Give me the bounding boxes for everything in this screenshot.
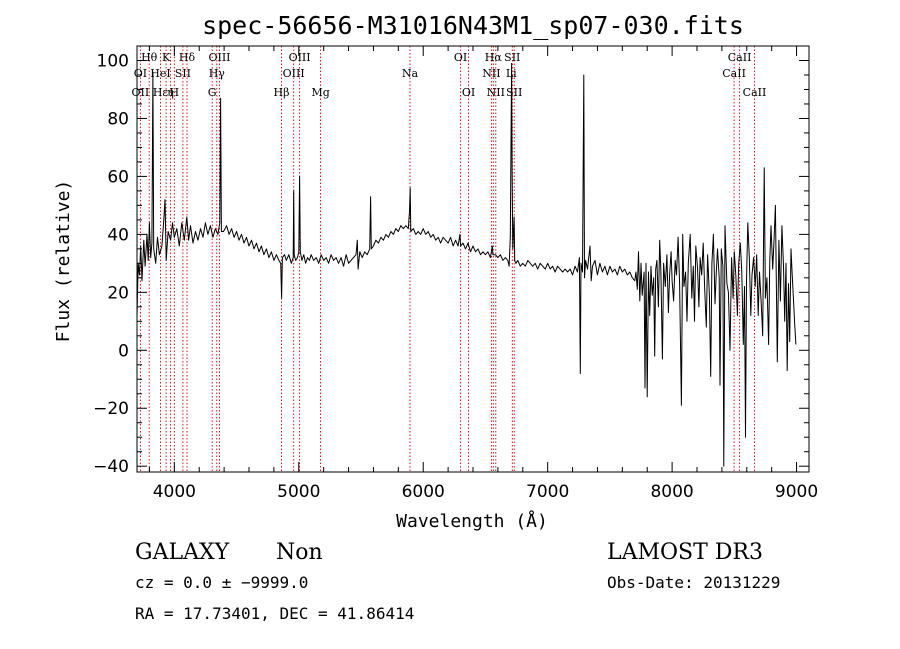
line-label-23: SII: [504, 51, 520, 64]
x-axis: 4000 5000 6000 7000 8000 9000: [148, 46, 818, 502]
line-label-28: CaII: [743, 86, 767, 99]
object-subclass: Non: [276, 540, 323, 565]
redshift-readout: cz = 0.0 ± −9999.0: [135, 573, 308, 592]
y-tick-label-3: 20: [107, 283, 129, 303]
obs-date: Obs-Date: 20131229: [607, 573, 780, 592]
y-tick-label-0: −40: [93, 457, 129, 477]
line-label-0: OII: [132, 86, 150, 99]
y-axis: −40 −20 0 20 40 60 80 100: [93, 51, 809, 477]
line-label-18: OI: [454, 51, 467, 64]
y-tick-label-5: 60: [107, 167, 129, 187]
line-label-12: OIII: [208, 51, 230, 64]
y-tick-label-7: 100: [97, 51, 129, 71]
x-axis-label: Wavelength (Å): [396, 510, 548, 532]
x-tick-label-2: 6000: [402, 482, 445, 502]
line-label-19: OI: [462, 86, 475, 99]
line-label-25: SII: [506, 86, 522, 99]
line-label-13: Hβ: [274, 86, 290, 99]
y-axis-label: Flux (relative): [53, 180, 74, 343]
line-label-8: SII: [175, 67, 191, 80]
line-label-20: Hα: [485, 51, 503, 64]
line-label-4: HeI: [150, 67, 170, 80]
y-tick-label-2: 0: [118, 341, 129, 361]
y-tick-label-1: −20: [93, 399, 129, 419]
line-label-9: Hδ: [179, 51, 196, 64]
line-label-21: NII: [482, 67, 500, 80]
y-tick-label-4: 40: [107, 225, 129, 245]
line-label-15: OIII: [289, 51, 311, 64]
line-label-14: OIII: [283, 67, 305, 80]
line-label-26: CaII: [722, 67, 746, 80]
y-tick-label-6: 80: [107, 109, 129, 129]
line-label-5: K: [162, 51, 171, 64]
line-label-7: H: [170, 86, 180, 99]
line-label-27: CaII: [728, 51, 752, 64]
line-label-layer: OII OI Hθ Hε HeI KηH SII Hδ G Hγ OIII Hβ OIII OIII Mg N…: [132, 51, 767, 99]
line-label-10: G: [208, 86, 217, 99]
line-label-3: Hε: [153, 86, 169, 99]
line-label-11: Hγ: [209, 67, 226, 80]
spectrum-line-flux: [136, 62, 797, 467]
x-tick-label-5: 9000: [775, 482, 818, 502]
x-tick-label-3: 7000: [526, 482, 569, 502]
survey-name: LAMOST DR3: [607, 540, 763, 565]
line-label-6: η: [167, 86, 174, 99]
line-label-2: Hθ: [141, 51, 158, 64]
line-label-1: OI: [134, 67, 147, 80]
object-class: GALAXY: [135, 540, 230, 565]
x-tick-label-1: 5000: [277, 482, 320, 502]
coordinates: RA = 17.73401, DEC = 41.86414: [135, 604, 414, 623]
line-label-16: Mg: [311, 86, 329, 99]
spectrum-curve-layer: [136, 62, 797, 467]
x-tick-label-4: 8000: [650, 482, 693, 502]
chart-title: spec-56656-M31016N43M1_sp07-030.fits: [202, 11, 744, 40]
line-label-17: Na: [402, 67, 419, 80]
x-tick-label-0: 4000: [153, 482, 196, 502]
line-label-22: NII: [487, 86, 505, 99]
line-marker-layer: [139, 46, 755, 472]
